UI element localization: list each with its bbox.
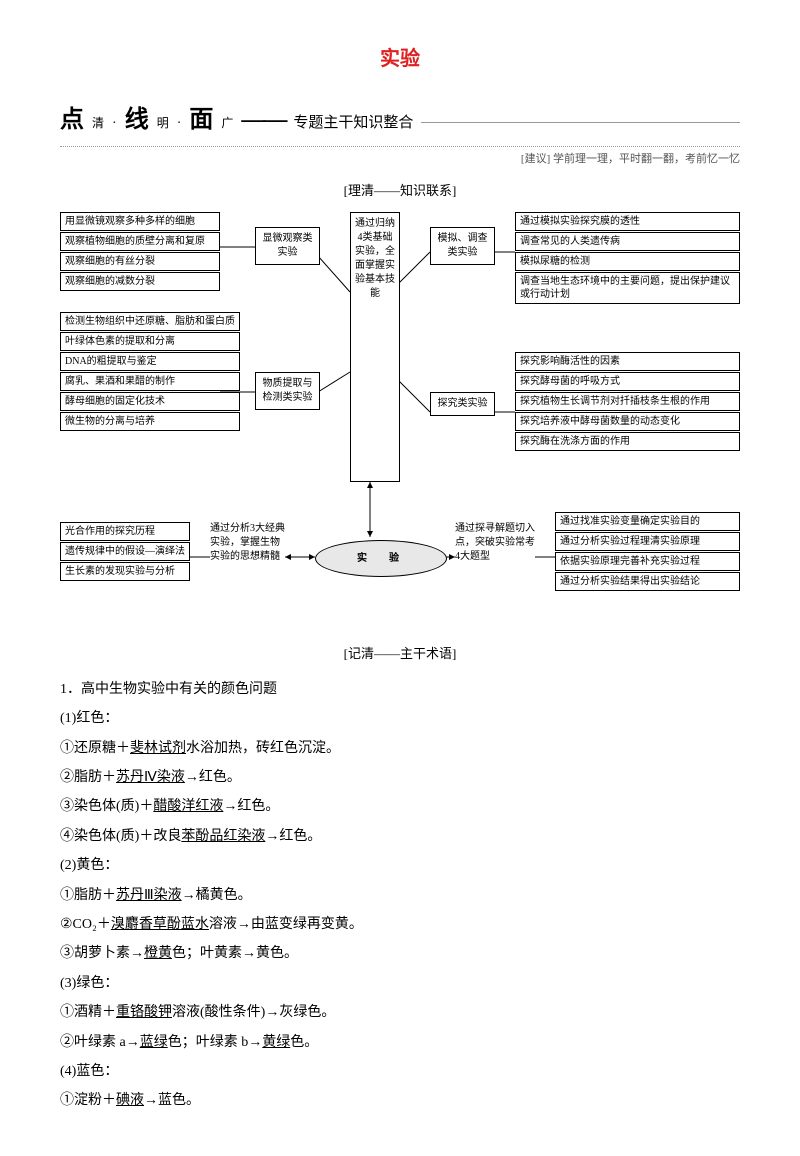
list-item: ①还原糖＋斐林试剂水浴加热，砖红色沉淀。: [60, 734, 740, 763]
list-item: ②脂肪＋苏丹Ⅳ染液→红色。: [60, 763, 740, 792]
suggestion-text: [建议] 学前理一理，平时翻一翻，考前忆一忆: [60, 146, 740, 170]
subheading-green: (3)绿色：: [60, 969, 740, 998]
content-body: 1．高中生物实验中有关的颜色问题 (1)红色： ①还原糖＋斐林试剂水浴加热，砖红…: [60, 675, 740, 1116]
page-title: 实验: [60, 40, 740, 78]
category-box: 模拟、调查类实验: [430, 227, 495, 265]
section-label-1: [理清——知识联系]: [60, 179, 740, 204]
list-item: 检测生物组织中还原糖、脂肪和蛋白质: [60, 312, 240, 331]
section-label-2: [记清——主干术语]: [60, 642, 740, 667]
list-item: 腐乳、果酒和果醋的制作: [60, 372, 240, 391]
subtitle-part: 面: [189, 98, 213, 144]
list-item: 叶绿体色素的提取和分离: [60, 332, 240, 351]
list-item: ②CO₂＋溴麝香草酚蓝水溶液→由蓝变绿再变黄。: [60, 910, 740, 939]
list-item: ③染色体(质)＋醋酸洋红液→红色。: [60, 792, 740, 821]
list-item: 通过分析实验结果得出实验结论: [555, 572, 740, 591]
list-item: ①酒精＋重铬酸钾溶液(酸性条件)→灰绿色。: [60, 998, 740, 1027]
list-item: ④染色体(质)＋改良苯酚品红染液→红色。: [60, 822, 740, 851]
list-item: ②叶绿素 a→蓝绿色；叶绿素 b→黄绿色。: [60, 1028, 740, 1057]
hub-text-left: 通过分析3大经典实验，掌握生物实验的思想精髓: [210, 522, 285, 564]
subtitle-part: 线: [125, 98, 149, 144]
list-item: 探究影响酶活性的因素: [515, 352, 740, 371]
list-item: 酵母细胞的固定化技术: [60, 392, 240, 411]
list-item: 微生物的分离与培养: [60, 412, 240, 431]
subtitle-part: 点: [60, 98, 84, 144]
list-item: 通过分析实验过程理清实验原理: [555, 532, 740, 551]
subtitle-line: [421, 121, 740, 123]
hub-text-right: 通过探寻解题切入点，突破实验常考4大题型: [455, 522, 535, 564]
list-item: 遗传规律中的假设—演绎法: [60, 542, 190, 561]
dot: ·: [177, 111, 182, 138]
list-item: 探究植物生长调节剂对扦插枝条生根的作用: [515, 392, 740, 411]
heading-1: 1．高中生物实验中有关的颜色问题: [60, 675, 740, 704]
knowledge-diagram: 用显微镜观察多种多样的细胞 观察植物细胞的质壁分离和复原 观察细胞的有丝分裂 观…: [60, 212, 740, 632]
list-item: 调查常见的人类遗传病: [515, 232, 740, 251]
list-item: 通过模拟实验探究膜的透性: [515, 212, 740, 231]
list-item: ①淀粉＋碘液→蓝色。: [60, 1086, 740, 1115]
list-item: ①脂肪＋苏丹Ⅲ染液→橘黄色。: [60, 881, 740, 910]
list-item: 光合作用的探究历程: [60, 522, 190, 541]
subtitle-part: 广: [221, 112, 233, 135]
list-item: 观察植物细胞的质壁分离和复原: [60, 232, 220, 251]
subtitle-tail: 专题主干知识整合: [293, 109, 413, 138]
category-box: 物质提取与检测类实验: [255, 372, 320, 410]
list-item: DNA的粗提取与鉴定: [60, 352, 240, 371]
list-item: 观察细胞的有丝分裂: [60, 252, 220, 271]
list-item: 模拟尿糖的检测: [515, 252, 740, 271]
subheading-red: (1)红色：: [60, 704, 740, 733]
list-item: 用显微镜观察多种多样的细胞: [60, 212, 220, 231]
dash: ——: [241, 98, 285, 144]
list-item: 观察细胞的减数分裂: [60, 272, 220, 291]
subtitle-part: 清: [92, 112, 104, 135]
category-box: 显微观察类实验: [255, 227, 320, 265]
list-item: 生长素的发现实验与分析: [60, 562, 190, 581]
list-item: 探究培养液中酵母菌数量的动态变化: [515, 412, 740, 431]
list-item: 依据实验原理完善补充实验过程: [555, 552, 740, 571]
dot: ·: [112, 111, 117, 138]
list-item: 探究酵母菌的呼吸方式: [515, 372, 740, 391]
subheading-yellow: (2)黄色：: [60, 851, 740, 880]
subtitle-part: 明: [157, 112, 169, 135]
list-item: 通过找准实验变量确定实验目的: [555, 512, 740, 531]
center-column: 通过归纳4类基础实验，全面掌握实验基本技能: [350, 212, 400, 482]
list-item: 调查当地生态环境中的主要问题，提出保护建议或行动计划: [515, 272, 740, 304]
list-item: ③胡萝卜素→橙黄色；叶黄素→黄色。: [60, 939, 740, 968]
subheading-blue: (4)蓝色：: [60, 1057, 740, 1086]
subtitle-row: 点 清 · 线 明 · 面 广 —— 专题主干知识整合: [60, 98, 740, 144]
list-item: 探究酶在洗涤方面的作用: [515, 432, 740, 451]
category-box: 探究类实验: [430, 392, 495, 416]
hub-oval: 实 验: [315, 540, 447, 577]
